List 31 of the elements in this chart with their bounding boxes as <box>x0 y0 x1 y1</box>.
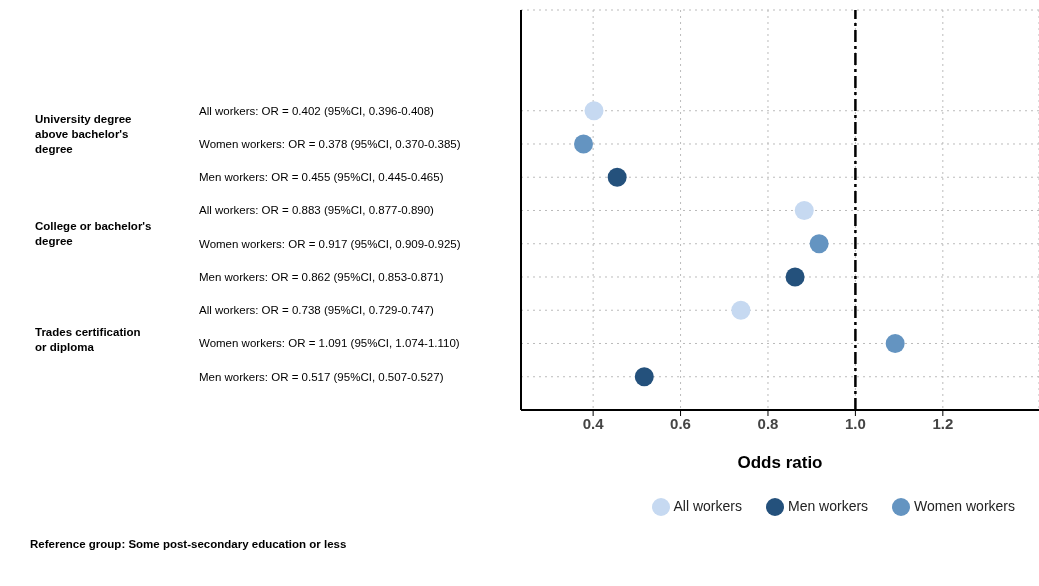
y-tick-label: Men workers: OR = 0.862 (95%CI, 0.853-0.871) <box>199 271 444 283</box>
x-axis-title: Odds ratio <box>737 453 823 472</box>
point <box>885 334 905 353</box>
legend-label: Men workers <box>787 498 869 514</box>
point <box>785 267 805 287</box>
x-tick-label: 0.8 <box>757 414 779 432</box>
x-tick-label: 1.2 <box>932 414 954 432</box>
y-tick-label: All workers: OR = 0.402 (95%CI, 0.396-0.408) <box>199 104 435 117</box>
point <box>584 101 604 121</box>
x-tick-label: 0.6 <box>670 414 691 432</box>
y-tick-label: Women workers: OR = 0.917 (95%CI, 0.909-0.925) <box>199 237 461 250</box>
text: Reference group: Some post-secondary education or less <box>30 538 347 550</box>
text: Trades certification or diploma <box>35 325 142 356</box>
point <box>634 367 654 387</box>
point <box>574 134 594 154</box>
legend-label: All workers <box>673 498 742 514</box>
text: University degree above bachelor's degree <box>35 111 133 157</box>
point <box>731 300 751 320</box>
y-tick-label: Men workers: OR = 0.455 (95%CI, 0.445-0.465) <box>199 171 444 184</box>
y-tick-label: All workers: OR = 0.883 (95%CI, 0.877-0.890) <box>199 204 435 217</box>
y-tick-label: Men workers: OR = 0.517 (95%CI, 0.507-0.527) <box>199 370 444 383</box>
y-tick-label: Women workers: OR = 0.378 (95%CI, 0.370-0.385) <box>199 138 461 150</box>
x-tick-label: 0.4 <box>582 414 605 432</box>
legend-label: Women workers <box>914 498 1015 514</box>
point <box>794 201 814 220</box>
text: College or bachelor's degree <box>35 218 153 249</box>
y-tick-label: All workers: OR = 0.738 (95%CI, 0.729-0.747) <box>199 304 435 317</box>
y-tick-label: Women workers: OR = 1.091 (95%CI, 1.074-1.110) <box>199 337 460 350</box>
point <box>607 167 627 187</box>
point <box>809 234 829 254</box>
x-tick-label: 1.0 <box>844 414 866 432</box>
